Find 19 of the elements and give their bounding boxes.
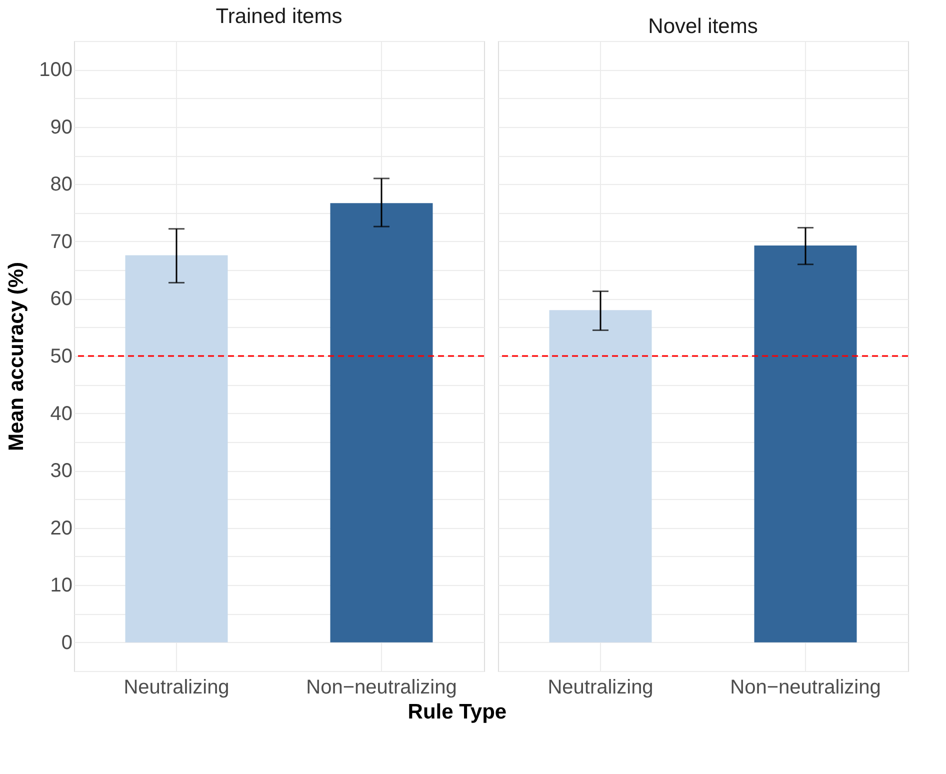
x-tick-label: Neutralizing (548, 676, 654, 698)
y-tick-label: 100 (39, 59, 72, 82)
y-tick-label: 20 (50, 517, 72, 540)
y-tick-label: 60 (50, 288, 72, 310)
y-tick-label: 10 (50, 574, 72, 597)
x-tick-label: Non−neutralizing (306, 676, 457, 698)
y-tick-label: 90 (50, 116, 72, 138)
x-tick-label: Neutralizing (124, 676, 230, 698)
y-tick-label: 30 (50, 460, 72, 482)
y-tick-label: 40 (50, 402, 72, 425)
y-tick-label: 70 (50, 230, 72, 253)
x-axis-title: Rule Type (408, 700, 507, 724)
chart-title: Trained items (216, 5, 342, 28)
y-axis-title: Mean accuracy (%) (5, 262, 28, 452)
y-tick-label: 0 (61, 632, 72, 654)
x-tick-label: Non−neutralizing (730, 676, 881, 698)
y-tick-label: 80 (50, 174, 72, 196)
y-tick-label: 50 (50, 346, 72, 368)
chart-title: Novel items (648, 15, 758, 38)
